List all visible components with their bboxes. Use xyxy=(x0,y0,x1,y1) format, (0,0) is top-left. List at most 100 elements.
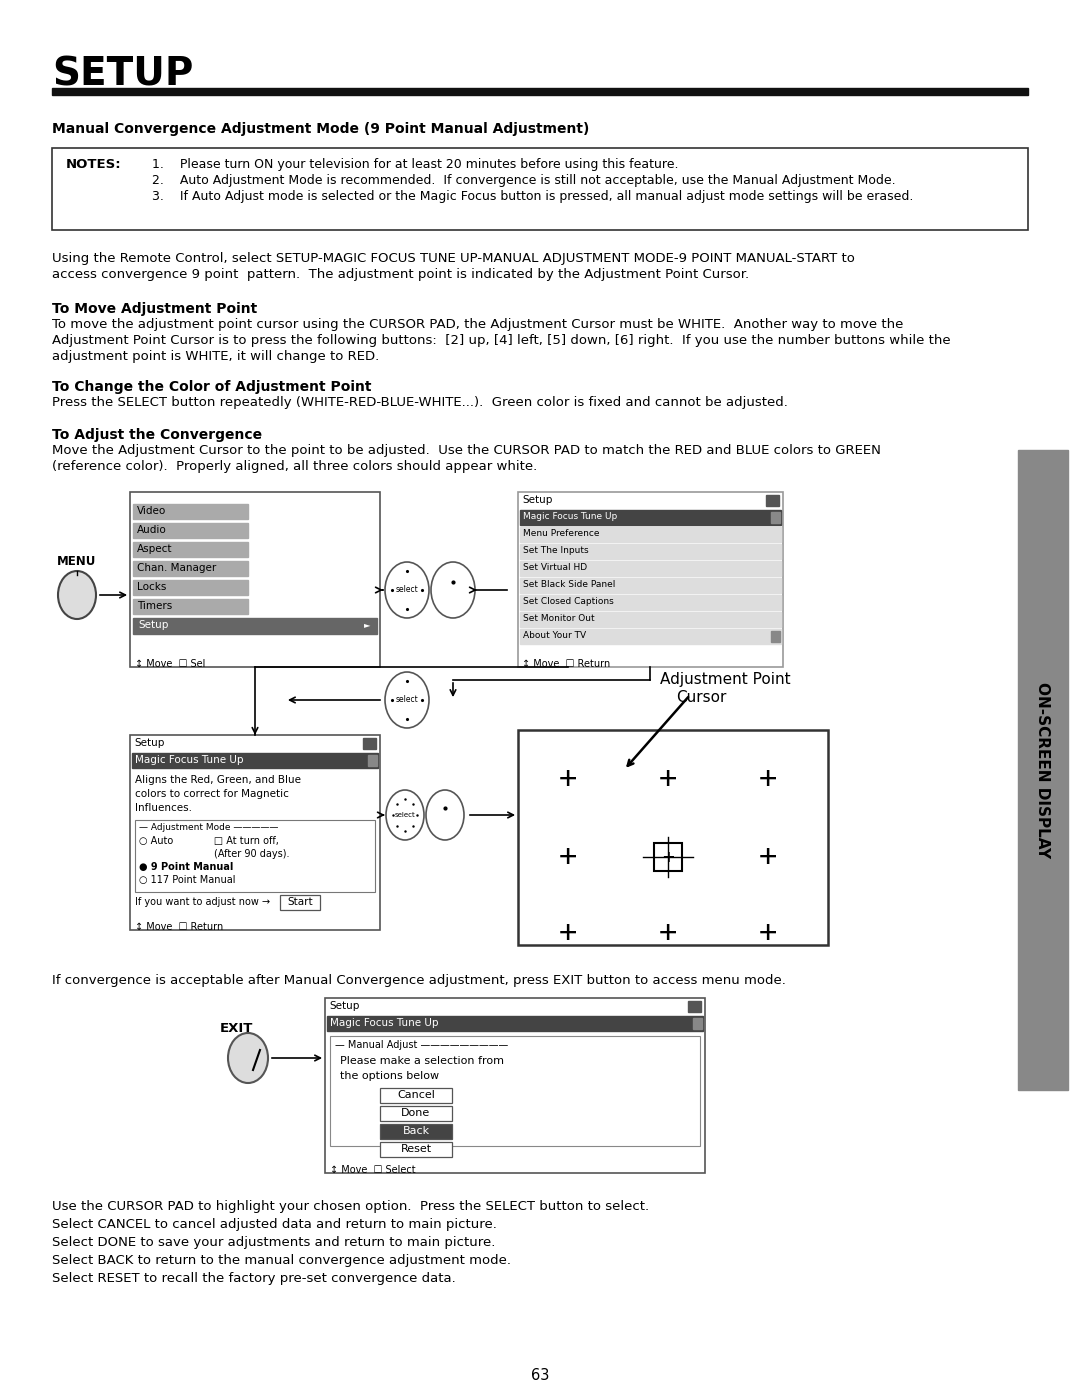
Bar xyxy=(519,578,781,592)
Text: Using the Remote Control, select SETUP-MAGIC FOCUS TUNE UP-MANUAL ADJUSTMENT MOD: Using the Remote Control, select SETUP-M… xyxy=(52,251,855,265)
Text: 1.    Please turn ON your television for at least 20 minutes before using this f: 1. Please turn ON your television for at… xyxy=(152,158,678,170)
Text: ►: ► xyxy=(364,620,370,629)
Text: (reference color).  Properly aligned, all three colors should appear white.: (reference color). Properly aligned, all… xyxy=(52,460,537,474)
Text: ○ 117 Point Manual: ○ 117 Point Manual xyxy=(139,875,235,886)
Text: Back: Back xyxy=(403,1126,430,1136)
Bar xyxy=(771,511,780,522)
Text: +: + xyxy=(558,766,577,795)
Ellipse shape xyxy=(386,789,424,840)
Text: ↕ Move  ☐ Sel: ↕ Move ☐ Sel xyxy=(135,659,205,669)
Text: +: + xyxy=(558,842,577,872)
Text: Start: Start xyxy=(287,897,313,907)
Text: Setup: Setup xyxy=(134,738,164,747)
Text: ● 9 Point Manual: ● 9 Point Manual xyxy=(139,862,233,872)
Bar xyxy=(766,495,779,506)
Bar xyxy=(518,492,783,666)
Bar xyxy=(363,738,376,749)
Text: +: + xyxy=(759,766,778,795)
Text: Magic Focus Tune Up: Magic Focus Tune Up xyxy=(135,754,243,766)
Bar xyxy=(771,631,780,643)
Bar xyxy=(135,820,375,893)
Bar xyxy=(380,1125,453,1139)
Text: 2.    Auto Adjustment Mode is recommended.  If convergence is still not acceptab: 2. Auto Adjustment Mode is recommended. … xyxy=(152,175,895,187)
Text: +: + xyxy=(759,919,778,949)
Bar xyxy=(133,599,248,615)
Text: Reset: Reset xyxy=(401,1144,432,1154)
Text: access convergence 9 point  pattern.  The adjustment point is indicated by the A: access convergence 9 point pattern. The … xyxy=(52,268,750,281)
Text: +: + xyxy=(659,766,677,795)
Text: select: select xyxy=(394,812,416,819)
Text: EXIT: EXIT xyxy=(220,1023,254,1035)
Bar xyxy=(280,895,320,909)
Bar xyxy=(133,580,248,595)
Bar xyxy=(133,504,248,520)
Text: To Change the Color of Adjustment Point: To Change the Color of Adjustment Point xyxy=(52,380,372,394)
Text: (After 90 days).: (After 90 days). xyxy=(139,849,289,859)
Text: Set Black Side Panel: Set Black Side Panel xyxy=(523,580,616,590)
Text: ↕ Move  ☐ Select: ↕ Move ☐ Select xyxy=(330,1165,416,1175)
Bar xyxy=(519,595,781,610)
Ellipse shape xyxy=(431,562,475,617)
Text: Magic Focus Tune Up: Magic Focus Tune Up xyxy=(523,511,618,521)
Bar xyxy=(130,492,380,666)
Bar xyxy=(1018,450,1068,1090)
Text: Audio: Audio xyxy=(137,525,166,535)
Text: +: + xyxy=(662,848,674,866)
Ellipse shape xyxy=(384,562,429,617)
Text: Select CANCEL to cancel adjusted data and return to main picture.: Select CANCEL to cancel adjusted data an… xyxy=(52,1218,497,1231)
Text: Move the Adjustment Cursor to the point to be adjusted.  Use the CURSOR PAD to m: Move the Adjustment Cursor to the point … xyxy=(52,444,881,457)
Bar xyxy=(654,842,681,870)
Text: If you want to adjust now →: If you want to adjust now → xyxy=(135,897,273,907)
Text: MENU: MENU xyxy=(57,555,96,569)
Text: Setup: Setup xyxy=(329,1002,360,1011)
Text: Manual Convergence Adjustment Mode (9 Point Manual Adjustment): Manual Convergence Adjustment Mode (9 Po… xyxy=(52,122,590,136)
Text: Set The Inputs: Set The Inputs xyxy=(523,546,589,555)
Text: Timers: Timers xyxy=(137,601,172,610)
Text: Select DONE to save your adjustments and return to main picture.: Select DONE to save your adjustments and… xyxy=(52,1236,496,1249)
Text: — Manual Adjust —————————: — Manual Adjust ————————— xyxy=(335,1039,509,1051)
Bar xyxy=(380,1106,453,1120)
Bar xyxy=(325,997,705,1173)
Text: Setup: Setup xyxy=(138,620,168,630)
Text: About Your TV: About Your TV xyxy=(523,631,586,640)
Text: Setup: Setup xyxy=(522,495,552,504)
Text: To move the adjustment point cursor using the CURSOR PAD, the Adjustment Cursor : To move the adjustment point cursor usin… xyxy=(52,319,903,331)
Text: the options below: the options below xyxy=(340,1071,440,1081)
Text: Set Monitor Out: Set Monitor Out xyxy=(523,615,595,623)
Text: Aspect: Aspect xyxy=(137,543,173,555)
Text: +: + xyxy=(659,919,677,949)
Bar xyxy=(327,1016,703,1031)
Text: Done: Done xyxy=(402,1108,431,1118)
Bar xyxy=(688,1002,701,1011)
Text: Locks: Locks xyxy=(137,583,166,592)
Text: Adjustment Point: Adjustment Point xyxy=(660,672,791,687)
Ellipse shape xyxy=(58,571,96,619)
Text: +: + xyxy=(558,919,577,949)
Text: Influences.: Influences. xyxy=(135,803,192,813)
Text: select: select xyxy=(395,585,418,595)
Bar xyxy=(519,612,781,627)
Bar xyxy=(368,754,377,766)
Text: — Adjustment Mode —————: — Adjustment Mode ————— xyxy=(139,823,279,833)
Text: Select BACK to return to the manual convergence adjustment mode.: Select BACK to return to the manual conv… xyxy=(52,1255,511,1267)
Text: Cursor: Cursor xyxy=(676,690,727,705)
Bar xyxy=(519,543,781,559)
Ellipse shape xyxy=(426,789,464,840)
Bar xyxy=(52,88,1028,95)
Bar xyxy=(519,629,781,644)
Bar xyxy=(519,510,781,525)
Text: 63: 63 xyxy=(530,1368,550,1383)
Bar xyxy=(693,1018,702,1030)
Text: To Move Adjustment Point: To Move Adjustment Point xyxy=(52,302,257,316)
Text: ON-SCREEN DISPLAY: ON-SCREEN DISPLAY xyxy=(1036,682,1051,858)
Ellipse shape xyxy=(384,672,429,728)
Text: +: + xyxy=(759,842,778,872)
Text: Please make a selection from: Please make a selection from xyxy=(340,1056,504,1066)
Bar xyxy=(380,1088,453,1104)
Text: Press the SELECT button repeatedly (WHITE-RED-BLUE-WHITE...).  Green color is fi: Press the SELECT button repeatedly (WHIT… xyxy=(52,395,788,409)
Text: ↕ Move  ☐ Return: ↕ Move ☐ Return xyxy=(522,659,610,669)
Text: Set Virtual HD: Set Virtual HD xyxy=(523,563,588,571)
Text: Set Closed Captions: Set Closed Captions xyxy=(523,597,613,606)
Bar xyxy=(133,522,248,538)
Text: Aligns the Red, Green, and Blue: Aligns the Red, Green, and Blue xyxy=(135,775,301,785)
